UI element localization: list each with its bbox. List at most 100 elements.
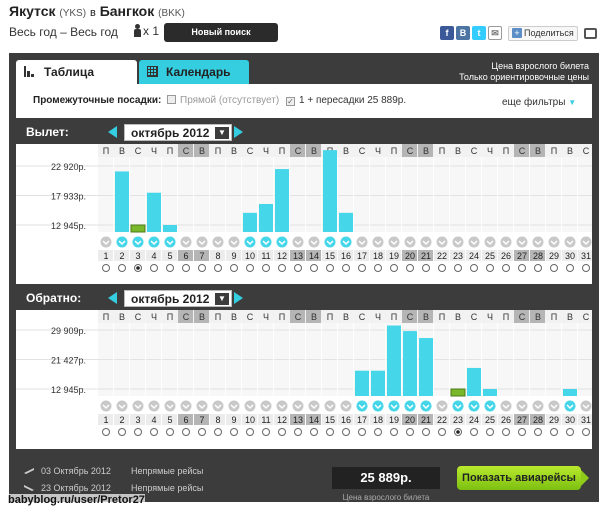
day-radio[interactable]	[566, 264, 574, 272]
day-chevron-icon[interactable]	[532, 400, 544, 412]
day-chevron-icon[interactable]	[420, 236, 432, 248]
day-chevron-icon[interactable]	[516, 400, 528, 412]
tab-table[interactable]: Таблица	[16, 60, 137, 84]
day-radio[interactable]	[422, 428, 430, 436]
day-radio[interactable]	[342, 428, 350, 436]
day-chevron-icon[interactable]	[196, 236, 208, 248]
day-radio[interactable]	[326, 428, 334, 436]
day-radio[interactable]	[230, 264, 238, 272]
filter-direct[interactable]: Прямой (отсутствует)	[167, 95, 279, 106]
price-bar-day-21[interactable]	[419, 338, 433, 396]
day-radio[interactable]	[262, 264, 270, 272]
day-chevron-icon[interactable]	[244, 236, 256, 248]
day-radio[interactable]	[390, 428, 398, 436]
day-chevron-icon[interactable]	[196, 400, 208, 412]
day-chevron-icon[interactable]	[116, 400, 128, 412]
price-bar-day-19[interactable]	[387, 325, 401, 396]
day-chevron-icon[interactable]	[276, 400, 288, 412]
departure-prev-month-arrow-icon[interactable]	[108, 126, 117, 138]
direct-checkbox[interactable]	[167, 95, 176, 104]
day-chevron-icon[interactable]	[404, 236, 416, 248]
day-radio[interactable]	[246, 428, 254, 436]
day-chevron-icon[interactable]	[260, 236, 272, 248]
day-chevron-icon[interactable]	[564, 400, 576, 412]
day-chevron-icon[interactable]	[564, 236, 576, 248]
day-chevron-icon[interactable]	[404, 400, 416, 412]
facebook-icon[interactable]: f	[440, 26, 454, 40]
day-chevron-icon[interactable]	[436, 236, 448, 248]
day-chevron-icon[interactable]	[132, 400, 144, 412]
day-radio[interactable]	[230, 428, 238, 436]
day-radio[interactable]	[518, 428, 526, 436]
price-bar-day-23[interactable]	[450, 388, 466, 397]
price-bar-day-25[interactable]	[483, 389, 497, 396]
day-radio[interactable]	[166, 264, 174, 272]
day-chevron-icon[interactable]	[468, 400, 480, 412]
day-radio[interactable]	[566, 428, 574, 436]
print-icon[interactable]	[583, 27, 597, 39]
transfers-checkbox[interactable]: ✓	[286, 97, 295, 106]
day-chevron-icon[interactable]	[308, 400, 320, 412]
day-radio[interactable]	[470, 428, 478, 436]
day-radio[interactable]	[294, 264, 302, 272]
day-radio[interactable]	[534, 264, 542, 272]
day-radio[interactable]	[534, 428, 542, 436]
day-chevron-icon[interactable]	[228, 400, 240, 412]
day-chevron-icon[interactable]	[372, 400, 384, 412]
day-radio[interactable]	[406, 428, 414, 436]
day-chevron-icon[interactable]	[484, 236, 496, 248]
price-bar-day-5[interactable]	[163, 225, 177, 232]
day-chevron-icon[interactable]	[580, 236, 592, 248]
day-radio[interactable]	[486, 428, 494, 436]
return-next-month-arrow-icon[interactable]	[234, 292, 243, 304]
email-icon[interactable]: ✉	[488, 26, 502, 40]
day-chevron-icon[interactable]	[356, 236, 368, 248]
day-radio[interactable]	[438, 428, 446, 436]
day-chevron-icon[interactable]	[260, 400, 272, 412]
day-chevron-icon[interactable]	[452, 400, 464, 412]
day-radio[interactable]	[310, 428, 318, 436]
day-chevron-icon[interactable]	[516, 236, 528, 248]
day-radio[interactable]	[454, 264, 462, 272]
day-radio[interactable]	[166, 428, 174, 436]
day-radio[interactable]	[294, 428, 302, 436]
day-chevron-icon[interactable]	[148, 400, 160, 412]
passengers-selector[interactable]: x 1	[133, 24, 159, 38]
day-radio[interactable]	[374, 428, 382, 436]
price-bar-day-16[interactable]	[339, 212, 353, 232]
day-radio[interactable]	[326, 264, 334, 272]
day-chevron-icon[interactable]	[292, 400, 304, 412]
price-bar-day-10[interactable]	[243, 212, 257, 232]
day-chevron-icon[interactable]	[132, 236, 144, 248]
day-radio[interactable]	[550, 264, 558, 272]
day-chevron-icon[interactable]	[388, 400, 400, 412]
new-search-button[interactable]: Новый поиск	[164, 23, 278, 42]
price-bar-day-12[interactable]	[275, 169, 289, 232]
day-radio[interactable]	[182, 428, 190, 436]
day-radio[interactable]	[406, 264, 414, 272]
day-radio[interactable]	[198, 264, 206, 272]
day-radio[interactable]	[422, 264, 430, 272]
day-chevron-icon[interactable]	[324, 236, 336, 248]
price-bar-day-2[interactable]	[115, 171, 129, 232]
day-chevron-icon[interactable]	[356, 400, 368, 412]
day-radio[interactable]	[582, 428, 590, 436]
day-radio[interactable]	[358, 264, 366, 272]
day-chevron-icon[interactable]	[548, 400, 560, 412]
day-radio[interactable]	[118, 428, 126, 436]
day-radio[interactable]	[342, 264, 350, 272]
day-radio[interactable]	[374, 264, 382, 272]
day-radio[interactable]	[550, 428, 558, 436]
day-chevron-icon[interactable]	[324, 400, 336, 412]
price-bar-day-30[interactable]	[563, 389, 577, 396]
day-radio[interactable]	[486, 264, 494, 272]
day-radio[interactable]	[278, 428, 286, 436]
more-filters-link[interactable]: еще фильтры ▼	[502, 97, 576, 108]
day-radio[interactable]	[518, 264, 526, 272]
day-chevron-icon[interactable]	[580, 400, 592, 412]
price-bar-day-11[interactable]	[259, 203, 273, 232]
departure-next-month-arrow-icon[interactable]	[234, 126, 243, 138]
day-radio[interactable]	[134, 428, 142, 436]
return-prev-month-arrow-icon[interactable]	[108, 292, 117, 304]
day-chevron-icon[interactable]	[180, 236, 192, 248]
